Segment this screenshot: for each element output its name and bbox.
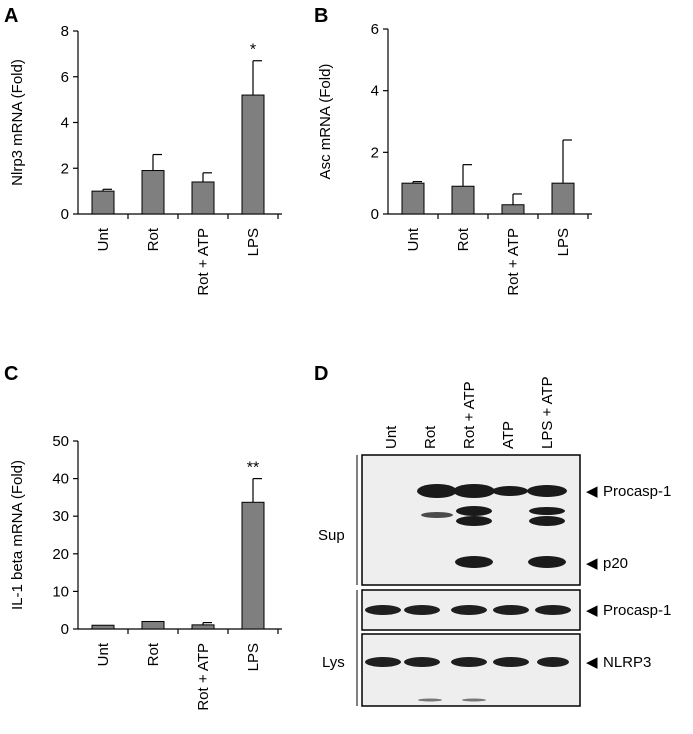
band [456, 516, 492, 526]
band [453, 484, 495, 498]
panel-label-b: B [314, 5, 328, 27]
panel-label-a: A [4, 5, 18, 27]
x-tick-label: LPS [245, 228, 262, 256]
bar [241, 94, 265, 215]
y-tick-label: 6 [371, 21, 379, 38]
lane-label: Unt [383, 425, 400, 449]
bar [401, 182, 425, 215]
x-tick-label: Rot [145, 227, 162, 251]
band [451, 605, 487, 615]
band [528, 556, 566, 568]
bar [191, 624, 215, 630]
band-label-procasp-sup: Procasp-1 [603, 483, 671, 500]
arrow-icon: ◀ [586, 602, 598, 619]
sup-bands [417, 484, 567, 568]
bar [501, 204, 525, 215]
lane-labels: Unt Rot Rot + ATP ATP LPS + ATP [383, 376, 556, 449]
band [404, 605, 440, 615]
band [527, 485, 567, 497]
band-labels: ◀ Procasp-1 ◀ p20 ◀ Procasp-1 ◀ NLRP3 [586, 483, 671, 671]
band [493, 657, 529, 667]
arrow-icon: ◀ [586, 555, 598, 572]
band [365, 657, 401, 667]
x-tick-label: Rot + ATP [505, 228, 522, 296]
y-tick-label: 4 [371, 83, 379, 100]
panel-label-d: D [314, 363, 328, 385]
bar [91, 624, 115, 630]
panel-label-c: C [4, 363, 18, 385]
band [456, 506, 492, 516]
x-tick-label: Unt [95, 642, 112, 666]
y-tick-label: 50 [52, 433, 69, 450]
y-axis-title: Nlrp3 mRNA (Fold) [9, 59, 26, 186]
significance-label: * [250, 42, 256, 59]
band [529, 507, 565, 515]
bar [551, 182, 575, 215]
y-tick-label: 0 [61, 621, 69, 638]
y-tick-label: 20 [52, 546, 69, 563]
nlrp3-chart: 0 2 4 6 8 Nlrp3 mRNA (Fold) Unt Rot Rot + ATP * LP… [9, 23, 282, 296]
band [365, 605, 401, 615]
band [537, 657, 569, 667]
x-tick-label: Rot + ATP [195, 228, 212, 296]
y-tick-label: 0 [61, 206, 69, 223]
lane-label: ATP [500, 421, 517, 449]
significance-label: ** [247, 460, 259, 477]
lys-procasp-bands [365, 605, 571, 615]
y-tick-label: 8 [61, 23, 69, 40]
y-tick-label: 0 [371, 206, 379, 223]
x-tick-label: LPS [555, 228, 572, 256]
x-tick-label: Rot [145, 642, 162, 666]
sup-label: Sup [318, 527, 345, 544]
band [455, 556, 493, 568]
arrow-icon: ◀ [586, 483, 598, 500]
asc-chart: 0 2 4 6 Asc mRNA (Fold) Unt Rot Rot + ATP LPS [317, 21, 592, 296]
bar [241, 501, 265, 630]
bar [191, 181, 215, 215]
band-label-nlrp3: NLRP3 [603, 654, 651, 671]
bar [141, 170, 165, 215]
y-tick-label: 6 [61, 69, 69, 86]
band [462, 698, 486, 702]
y-axis-title: IL-1 beta mRNA (Fold) [9, 460, 26, 610]
lane-label: Rot + ATP [461, 381, 478, 449]
western-blot: Unt Rot Rot + ATP ATP LPS + ATP [318, 376, 671, 707]
band [529, 516, 565, 526]
y-tick-label: 2 [61, 160, 69, 177]
il1b-chart: 0 10 20 30 40 50 IL-1 beta mRNA (Fold) Unt Rot Ro… [9, 433, 282, 711]
band [418, 698, 442, 702]
lys-label: Lys [322, 654, 345, 671]
x-tick-label: Unt [95, 227, 112, 251]
band [421, 512, 453, 518]
x-tick-label: Unt [405, 227, 422, 251]
bar [451, 185, 475, 215]
band [451, 657, 487, 667]
band-label-p20: p20 [603, 555, 628, 572]
x-tick-label: Rot + ATP [195, 643, 212, 711]
lane-label: Rot [422, 425, 439, 449]
band [492, 486, 528, 496]
bar [141, 620, 165, 630]
y-tick-label: 30 [52, 508, 69, 525]
x-tick-label: Rot [455, 227, 472, 251]
lys-nlrp3-bands [365, 657, 569, 702]
y-tick-label: 2 [371, 144, 379, 161]
y-tick-label: 4 [61, 115, 69, 132]
band [493, 605, 529, 615]
arrow-icon: ◀ [586, 654, 598, 671]
band [417, 484, 457, 498]
band [535, 605, 571, 615]
y-axis-title: Asc mRNA (Fold) [317, 64, 334, 180]
band-label-procasp-lys: Procasp-1 [603, 602, 671, 619]
lys-blot-box-nlrp3 [361, 633, 581, 707]
band [404, 657, 440, 667]
bar [91, 190, 115, 215]
lane-label: LPS + ATP [539, 376, 556, 449]
y-tick-label: 40 [52, 471, 69, 488]
x-tick-label: LPS [245, 643, 262, 671]
y-tick-label: 10 [52, 583, 69, 600]
